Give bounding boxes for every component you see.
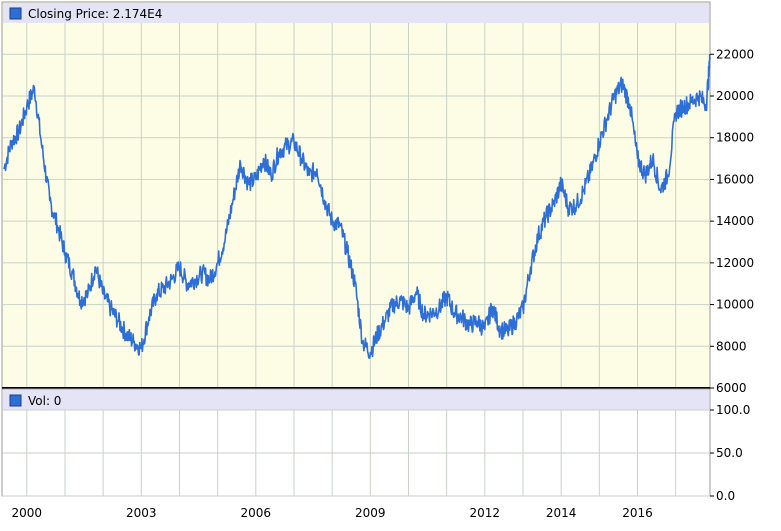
volume-legend-label: Vol: 0: [28, 394, 61, 408]
price-legend-label: Closing Price: 2.174E4: [28, 7, 162, 21]
price-y-tick-label: 20000: [716, 89, 754, 103]
volume-grid: [2, 409, 710, 497]
x-tick-label: 2006: [241, 506, 272, 520]
price-plot-area: [1, 1, 711, 389]
price-y-tick-label: 22000: [716, 47, 754, 61]
volume-y-tick-label: 0.0: [716, 489, 735, 503]
price-y-tick-label: 12000: [716, 256, 754, 270]
price-y-tick-label: 16000: [716, 172, 754, 186]
volume-legend-bar: [3, 390, 709, 410]
price-y-tick-label: 6000: [716, 381, 747, 395]
price-y-tick-label: 10000: [716, 298, 754, 312]
volume-legend-swatch-icon: [9, 394, 22, 407]
price-y-tick-label: 18000: [716, 131, 754, 145]
closing-price-line: [3, 53, 711, 359]
x-tick-label: 2014: [546, 506, 577, 520]
volume-y-tick-label: 100.0: [716, 403, 750, 417]
volume-y-axis: 0.0 50.0 100.0: [710, 403, 750, 503]
x-tick-label: 2003: [126, 506, 157, 520]
volume-y-tick-label: 50.0: [716, 446, 743, 460]
x-tick-label: 2009: [355, 506, 386, 520]
price-legend-bar: [3, 3, 709, 23]
x-axis: 2000 2003 2006 2009 2012 2014 2016: [12, 506, 653, 520]
price-y-axis: 6000 8000 10000 12000 14000 16000 18000 20000 22…: [710, 47, 754, 395]
x-tick-label: 2000: [12, 506, 43, 520]
x-tick-label: 2012: [470, 506, 501, 520]
price-legend-swatch-icon: [9, 7, 22, 20]
price-y-tick-label: 14000: [716, 214, 754, 228]
price-y-tick-label: 8000: [716, 339, 747, 353]
x-tick-label: 2016: [622, 506, 653, 520]
price-grid: [2, 23, 710, 389]
